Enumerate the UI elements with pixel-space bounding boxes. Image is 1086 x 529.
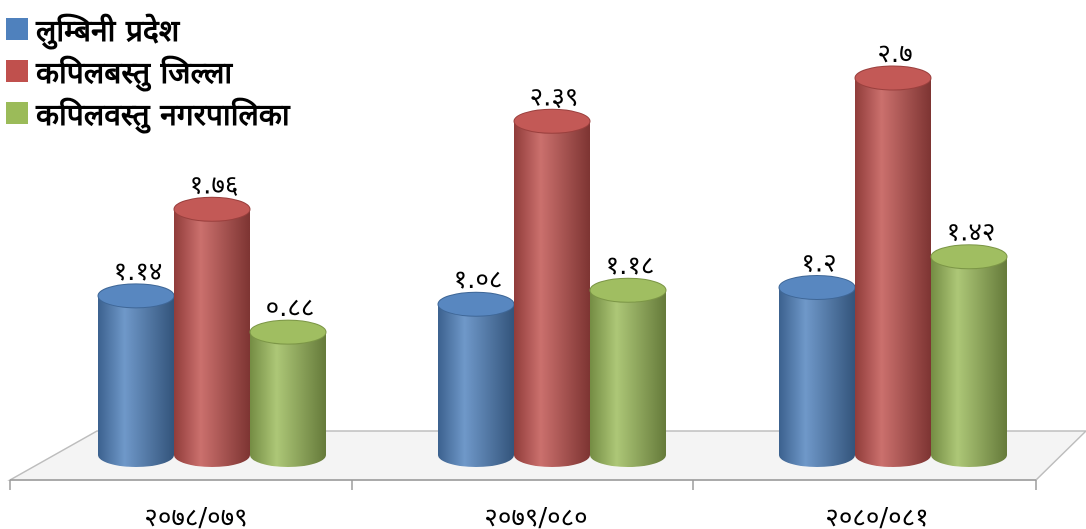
data-label-0-1: १.०८ [454, 265, 503, 295]
bar-top [437, 291, 515, 317]
legend-swatch-kapilbastu-district [6, 60, 28, 82]
bar-top [778, 274, 856, 300]
data-label-1-2: २.७ [877, 39, 912, 69]
bar-1-1 [513, 108, 591, 467]
bar-body [590, 290, 666, 467]
chart-bars [97, 65, 1008, 468]
bar-body [514, 121, 590, 467]
bar-body [250, 332, 326, 467]
bar-top [589, 277, 667, 303]
bar-top [930, 244, 1008, 270]
bar-2-0 [249, 319, 327, 467]
x-axis-tick-labels: २०७८/०७९ २०७९/०८० २०८०/०८१ [144, 503, 928, 529]
bar-2-2 [930, 244, 1008, 467]
bar-0-0 [97, 283, 175, 467]
bar-top [173, 196, 251, 222]
bar-top [854, 65, 932, 91]
data-label-1-1: २.३९ [530, 82, 579, 112]
legend-label-kapilvastu-municipality: कपिलवस्तु नगरपालिका [36, 97, 290, 133]
bar-0-2 [778, 274, 856, 467]
data-label-2-2: १.४२ [947, 218, 996, 248]
bar-0-1 [437, 291, 515, 467]
bar-top [97, 283, 175, 309]
bar-2-1 [589, 277, 667, 467]
bar-1-2 [854, 65, 932, 467]
legend-item-kapilvastu-municipality: कपिलवस्तु नगरपालिका [6, 92, 290, 134]
legend-swatch-lumbini [6, 18, 28, 40]
bar-body [438, 304, 514, 467]
bar-1-0 [173, 196, 251, 468]
legend-label-kapilbastu-district: कपिलबस्तु जिल्ला [36, 55, 233, 91]
bar-top [249, 319, 327, 345]
chart-data-labels: १.१४ १.०८ १.२ १.७६ २.३९ २.७ ०.८८ १.१८ १.४२ [114, 39, 996, 323]
legend-item-lumbini: लुम्बिनी प्रदेश [6, 8, 290, 50]
data-label-0-2: १.२ [801, 248, 836, 278]
x-tick-label-1: २०७९/०८० [484, 503, 587, 529]
legend-item-kapilbastu-district: कपिलबस्तु जिल्ला [6, 50, 290, 92]
data-label-2-1: १.१८ [606, 251, 655, 281]
data-label-0-0: १.१४ [114, 257, 163, 287]
bar-top [513, 108, 591, 134]
bar-body [855, 78, 931, 467]
legend-swatch-kapilvastu-municipality [6, 102, 28, 124]
x-tick-label-2: २०८०/०८१ [825, 503, 928, 529]
bar-body [98, 295, 174, 467]
data-label-2-0: ०.८८ [266, 293, 315, 323]
bar-body [174, 209, 250, 468]
bar-body [931, 256, 1007, 467]
bar-body [779, 287, 855, 467]
data-label-1-0: १.७६ [190, 170, 239, 200]
legend-label-lumbini: लुम्बिनी प्रदेश [36, 13, 180, 49]
chart-legend: लुम्बिनी प्रदेश कपिलबस्तु जिल्ला कपिलवस्… [6, 8, 290, 134]
x-tick-label-0: २०७८/०७९ [144, 503, 247, 529]
